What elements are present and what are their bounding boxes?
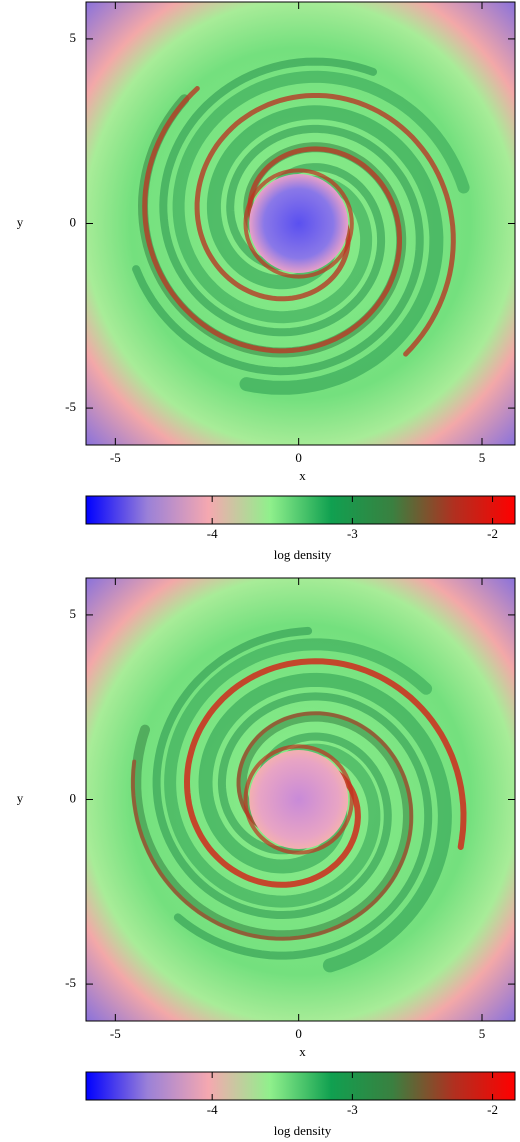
colorbar-tick-label: -4 xyxy=(207,1102,218,1117)
y-axis-label: y xyxy=(17,214,24,229)
y-axis-label: y xyxy=(17,790,24,805)
x-tick-label: 5 xyxy=(479,450,486,465)
colorbar-tick-label: -3 xyxy=(347,1102,358,1117)
inner-ring xyxy=(243,168,354,279)
x-axis-label: x xyxy=(299,468,306,483)
colorbar-tick-label: -2 xyxy=(487,1102,498,1117)
colorbar xyxy=(85,1071,516,1101)
density-field xyxy=(86,2,515,445)
x-tick-label: -5 xyxy=(110,1026,121,1041)
x-tick-label: 0 xyxy=(295,1026,302,1041)
x-axis-label: x xyxy=(299,1044,306,1059)
inner-disk xyxy=(249,174,349,273)
colorbar-label: log density xyxy=(274,547,332,562)
inner-ring xyxy=(243,744,354,855)
inner-disk xyxy=(249,750,349,849)
x-tick-label: 5 xyxy=(479,1026,486,1041)
colorbar-label: log density xyxy=(274,1123,332,1138)
colorbar xyxy=(85,495,516,525)
colorbar-tick-label: -3 xyxy=(347,526,358,541)
y-tick-label: -5 xyxy=(65,975,76,990)
density-field xyxy=(86,578,515,1021)
colorbar-tick-label: -2 xyxy=(487,526,498,541)
x-tick-label: -5 xyxy=(110,450,121,465)
colorbar-tick-label: -4 xyxy=(207,526,218,541)
y-tick-label: 5 xyxy=(70,606,77,621)
y-tick-label: -5 xyxy=(65,399,76,414)
y-tick-label: 0 xyxy=(70,214,77,229)
y-tick-label: 0 xyxy=(70,790,77,805)
x-tick-label: 0 xyxy=(295,450,302,465)
y-tick-label: 5 xyxy=(70,30,77,45)
